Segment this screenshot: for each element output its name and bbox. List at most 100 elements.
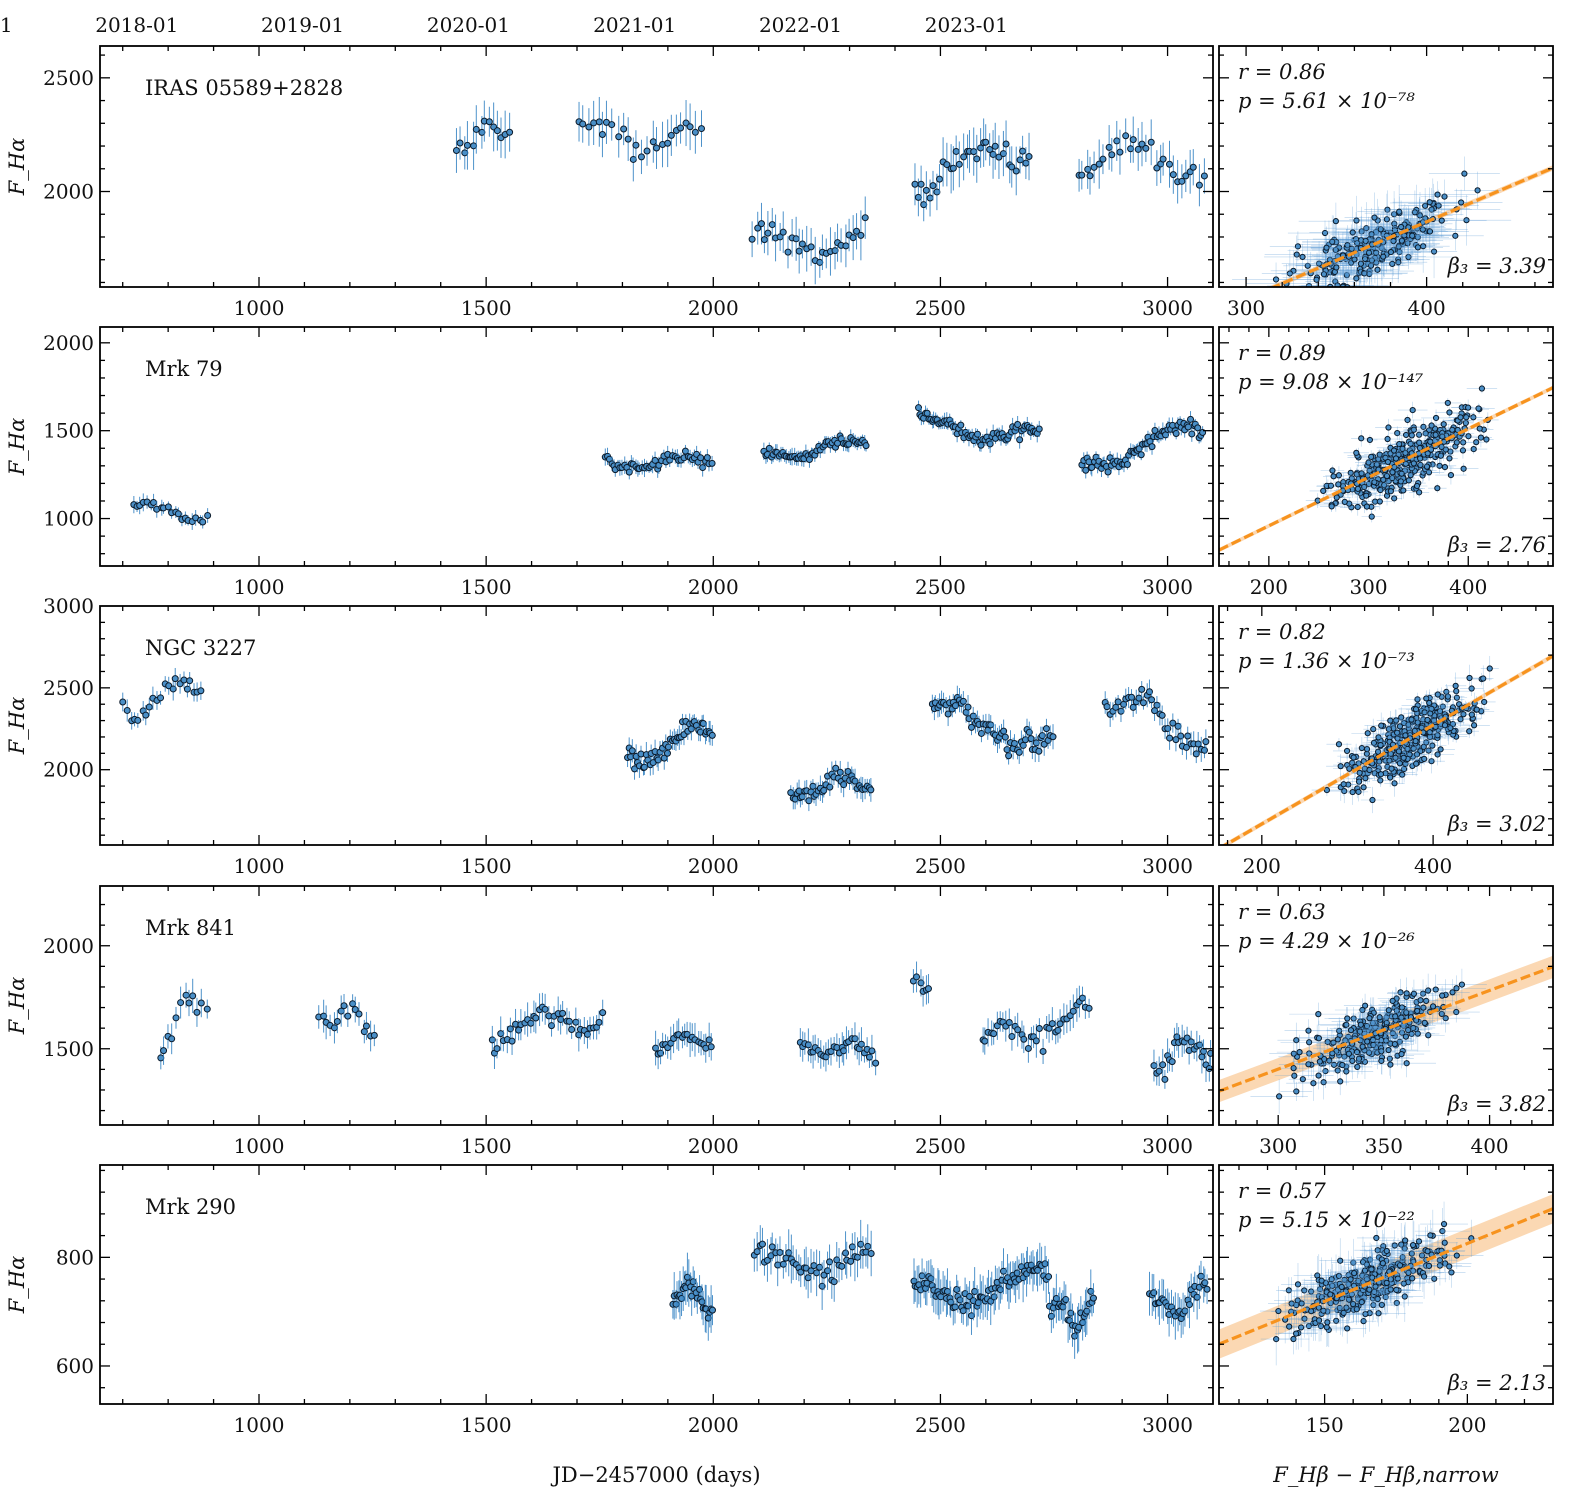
fit-line xyxy=(1222,654,1553,845)
data-point xyxy=(1035,1025,1043,1033)
data-point xyxy=(1347,469,1354,476)
data-point xyxy=(929,182,937,190)
data-point xyxy=(748,235,756,243)
x-tick-label: 2000 xyxy=(688,296,739,320)
data-point xyxy=(1323,244,1330,251)
flux-flux-panel-1: 300 400 r = 0.86 p = 5.61 × 10⁻⁷⁸ β₃ = 3.39 xyxy=(1218,45,1554,320)
data-point xyxy=(565,1017,573,1025)
data-point xyxy=(1414,696,1421,703)
data-point xyxy=(1439,703,1446,710)
data-point xyxy=(1407,440,1414,447)
data-point xyxy=(1460,439,1467,446)
data-point xyxy=(913,973,921,981)
data-point xyxy=(845,440,853,448)
data-point xyxy=(595,118,603,126)
data-point xyxy=(1195,181,1203,189)
data-point xyxy=(944,710,952,718)
x-tick-label: 1500 xyxy=(461,854,512,878)
data-point xyxy=(1391,227,1399,234)
data-point xyxy=(1377,486,1384,494)
data-point xyxy=(1446,455,1453,462)
data-point xyxy=(1363,492,1370,499)
data-point xyxy=(182,991,190,999)
data-point xyxy=(1340,781,1347,788)
data-point xyxy=(1417,455,1424,462)
data-point xyxy=(1304,262,1311,269)
data-point xyxy=(1423,695,1430,702)
data-point xyxy=(1417,461,1424,469)
data-point xyxy=(1103,703,1111,711)
data-point xyxy=(1407,472,1414,479)
data-point xyxy=(1161,1075,1169,1083)
data-point xyxy=(1364,730,1371,737)
data-point xyxy=(691,128,699,136)
data-point xyxy=(351,1006,359,1014)
data-point xyxy=(183,685,191,693)
data-point xyxy=(472,125,480,133)
data-point xyxy=(1460,711,1467,718)
data-point xyxy=(1008,1033,1016,1041)
data-point xyxy=(1402,431,1410,439)
data-point xyxy=(1391,780,1398,787)
top-date-label: 2020-01 xyxy=(427,13,510,37)
data-point xyxy=(456,139,464,147)
data-point xyxy=(982,138,990,146)
data-point xyxy=(989,150,997,158)
data-point xyxy=(807,243,815,251)
data-point xyxy=(1413,760,1420,767)
data-point xyxy=(1129,136,1137,144)
data-point xyxy=(1320,487,1327,494)
data-point xyxy=(1400,487,1407,494)
data-point xyxy=(1159,1061,1167,1069)
data-point xyxy=(1321,229,1329,237)
data-point xyxy=(340,1002,348,1010)
data-point xyxy=(955,160,963,168)
data-point xyxy=(920,201,928,209)
data-point xyxy=(1129,703,1137,711)
data-point xyxy=(1174,722,1182,730)
data-point xyxy=(1139,699,1147,707)
data-point xyxy=(1105,143,1113,151)
y-tick-label: 1500 xyxy=(43,1037,94,1061)
data-point xyxy=(1476,425,1483,432)
light-curve-points xyxy=(157,961,1213,1089)
data-point xyxy=(1410,460,1417,467)
data-point xyxy=(1430,248,1438,255)
data-point xyxy=(936,175,944,183)
x-tick-label: 2000 xyxy=(688,854,739,878)
data-point xyxy=(760,236,768,244)
data-point xyxy=(478,128,486,136)
data-point xyxy=(1465,404,1472,411)
data-point xyxy=(1452,232,1459,239)
top-date-axis: 2017-01 2018-01 2019-01 2020-01 2021-01 2022-… xyxy=(0,13,1008,37)
data-point xyxy=(1341,498,1348,505)
data-point xyxy=(1148,696,1156,704)
data-point xyxy=(1138,685,1146,693)
data-point xyxy=(960,153,968,161)
data-point xyxy=(649,138,657,146)
data-point xyxy=(851,1035,859,1043)
data-point xyxy=(1398,714,1405,721)
data-point xyxy=(1415,431,1423,438)
data-point xyxy=(849,234,857,242)
light-curve-points xyxy=(130,400,1207,530)
data-point xyxy=(1368,513,1375,520)
data-point xyxy=(1166,160,1174,168)
data-point xyxy=(768,221,776,229)
data-point xyxy=(1099,155,1107,163)
data-point xyxy=(1358,228,1365,235)
data-point xyxy=(1116,148,1124,156)
data-point xyxy=(1042,725,1050,733)
data-point xyxy=(981,1037,989,1045)
data-point xyxy=(1207,1049,1213,1057)
data-point xyxy=(1420,423,1427,430)
data-point xyxy=(836,768,844,776)
data-point xyxy=(1363,746,1371,753)
data-point xyxy=(1108,151,1116,159)
data-point xyxy=(973,155,981,163)
light-curve-panel-4: 1000 1500 2000 2500 3000 1500 2000 Mrk 841 F_Hα xyxy=(5,885,1214,1158)
data-point xyxy=(160,1047,168,1055)
data-point xyxy=(1396,208,1403,215)
data-point xyxy=(832,764,840,772)
data-point xyxy=(1486,665,1493,672)
